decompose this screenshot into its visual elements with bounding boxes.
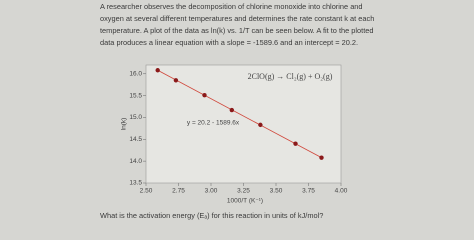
x-tick-label: 2.75 [172, 188, 185, 195]
data-point [258, 122, 263, 128]
data-point [293, 141, 298, 146]
chart: ln(k) 1000/T (K⁻¹) 2ClO(g) → Cl₂(g) + O₂… [121, 64, 348, 205]
problem-text: A researcher observes the decomposition … [100, 2, 375, 47]
page: A researcher observes the decomposition … [100, 2, 375, 220]
x-tick-label: 3.25 [237, 188, 250, 195]
reaction-label: 2ClO(g) → Cl₂(g) + O₂(g) [248, 72, 333, 81]
data-point [319, 155, 324, 160]
y-tick-label: 14.0 [129, 158, 142, 165]
x-tick-label: 2.50 [140, 188, 153, 195]
data-point [202, 92, 207, 98]
x-tick-label: 3.75 [302, 188, 315, 195]
x-tick-label: 3.50 [270, 188, 283, 195]
x-axis-label: 1000/T (K⁻¹) [227, 198, 263, 205]
y-tick-label: 15.0 [129, 114, 142, 121]
y-tick-label: 13.5 [129, 180, 142, 187]
y-axis-label: ln(k) [121, 118, 128, 131]
y-tick-label: 15.5 [129, 92, 142, 99]
x-tick-label: 3.00 [205, 188, 218, 195]
y-tick-label: 14.5 [129, 136, 142, 143]
data-point [173, 78, 179, 83]
plot-area [145, 64, 342, 184]
y-tick-label: 16.0 [129, 70, 142, 77]
question: What is the activation energy (Eₐ) for t… [100, 211, 324, 220]
data-point [229, 107, 234, 113]
x-tick-label: 4.00 [335, 188, 348, 195]
data-point [155, 68, 160, 73]
fit-equation: y = 20.2 - 1589.6x [187, 120, 240, 127]
